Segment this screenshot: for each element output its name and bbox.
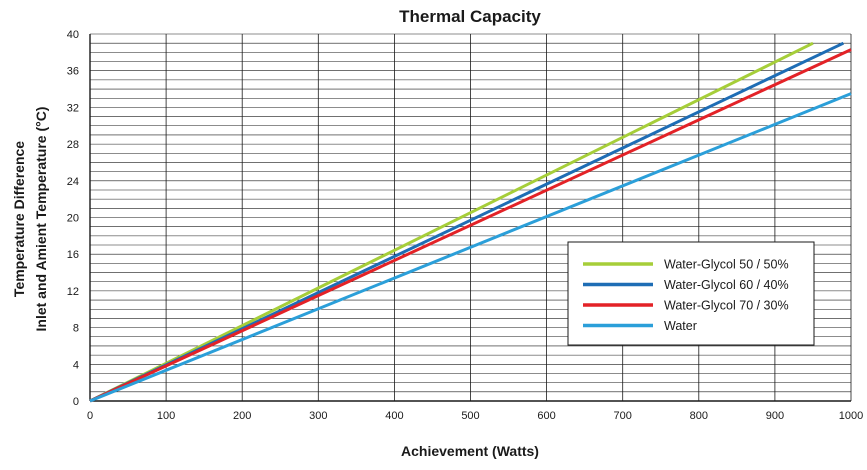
x-tick-labels: 0 100 200 300 400 500 600 700 800 900 1000 xyxy=(87,410,863,422)
y-tick-label: 20 xyxy=(67,213,79,225)
x-tick-label: 700 xyxy=(614,410,632,422)
y-tick-label: 24 xyxy=(67,176,79,188)
legend-label: Water-Glycol 50 / 50% xyxy=(664,258,789,272)
x-tick-label: 0 xyxy=(87,410,93,422)
y-axis-label-line-1: Temperature Difference xyxy=(11,141,27,297)
y-tick-labels: 0 4 8 12 16 20 24 28 32 36 40 xyxy=(67,29,79,408)
x-tick-label: 400 xyxy=(385,410,403,422)
y-tick-label: 16 xyxy=(67,249,79,261)
series-line xyxy=(89,92,852,403)
legend-box xyxy=(567,241,815,346)
x-tick-label: 600 xyxy=(537,410,555,422)
y-tick-label: 36 xyxy=(67,66,79,78)
y-tick-label: 4 xyxy=(73,359,79,371)
x-tick-label: 100 xyxy=(157,410,175,422)
series-line xyxy=(89,41,814,403)
y-tick-label: 32 xyxy=(67,102,79,114)
series-line xyxy=(89,48,852,403)
x-tick-label: 1000 xyxy=(839,410,863,422)
legend-label: Water xyxy=(664,319,697,333)
x-axis-label: Achievement (Watts) xyxy=(401,443,539,459)
series-line xyxy=(89,41,845,403)
x-tick-label: 200 xyxy=(233,410,251,422)
y-tick-label: 8 xyxy=(73,323,79,335)
y-tick-label: 0 xyxy=(73,396,79,408)
legend: Water-Glycol 50 / 50% Water-Glycol 60 / 4… xyxy=(567,241,815,346)
y-tick-label: 28 xyxy=(67,139,79,151)
y-tick-label: 40 xyxy=(67,29,79,41)
x-tick-label: 300 xyxy=(309,410,327,422)
legend-label: Water-Glycol 60 / 40% xyxy=(664,278,789,292)
x-tick-label: 800 xyxy=(690,410,708,422)
series-lines xyxy=(89,41,852,403)
y-axis-label-line-2: Inlet and Amient Temperature (°C) xyxy=(33,107,49,332)
x-tick-label: 500 xyxy=(461,410,479,422)
x-tick-label: 900 xyxy=(766,410,784,422)
y-tick-label: 12 xyxy=(67,286,79,298)
chart-title: Thermal Capacity xyxy=(399,7,541,26)
legend-label: Water-Glycol 70 / 30% xyxy=(664,299,789,313)
